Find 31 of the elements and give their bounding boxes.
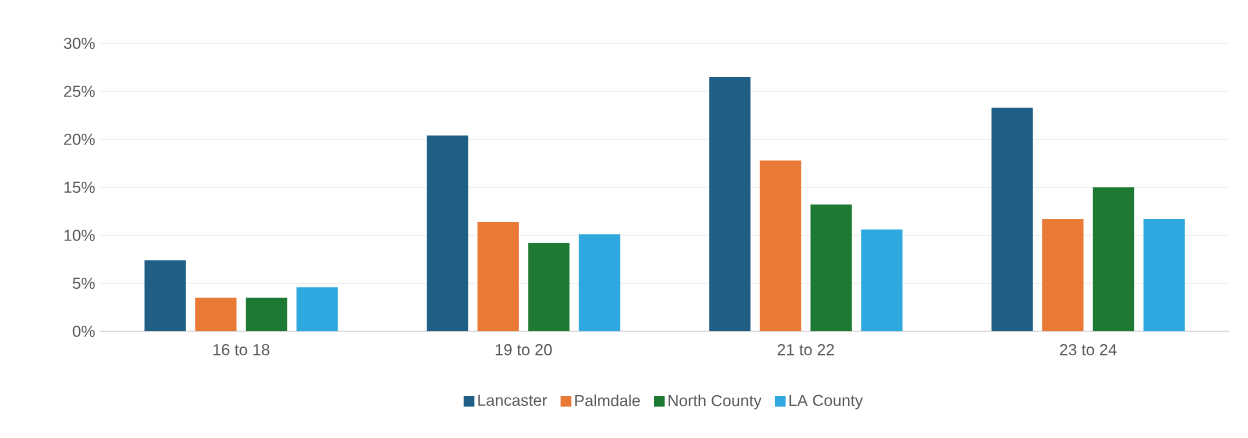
y-tick-label: 20%	[64, 133, 95, 145]
y-tick-label: 0%	[72, 325, 95, 337]
bar	[578, 234, 621, 332]
bar	[1092, 187, 1135, 332]
bar	[1042, 219, 1084, 332]
y-tick-label: 5%	[72, 277, 95, 289]
bar	[810, 204, 852, 332]
bar	[477, 221, 519, 332]
x-tick-label: 19 to 20	[495, 344, 552, 356]
legend-label: Lancaster	[478, 394, 548, 406]
x-tick-label: 23 to 24	[1060, 344, 1117, 356]
bar	[528, 243, 570, 332]
y-tick-label: 25%	[64, 85, 95, 97]
legend-label: LA County	[789, 394, 863, 410]
bar	[144, 260, 186, 332]
bar	[991, 107, 1033, 332]
bar	[296, 287, 338, 332]
y-tick-label: 10%	[64, 229, 95, 241]
bar	[759, 160, 802, 332]
legend-label: North County	[668, 394, 762, 410]
legend-label: Palmdale	[575, 394, 640, 407]
y-tick-label: 15%	[64, 181, 95, 193]
x-tick-label: 16 to 18	[213, 344, 270, 356]
bar	[426, 135, 469, 332]
bar	[245, 297, 288, 332]
x-tick-label: 21 to 22	[777, 344, 834, 356]
bar	[195, 297, 237, 332]
bar	[861, 229, 903, 332]
bar	[1143, 219, 1185, 332]
y-tick-label: 30%	[63, 37, 95, 49]
bar	[709, 76, 751, 332]
